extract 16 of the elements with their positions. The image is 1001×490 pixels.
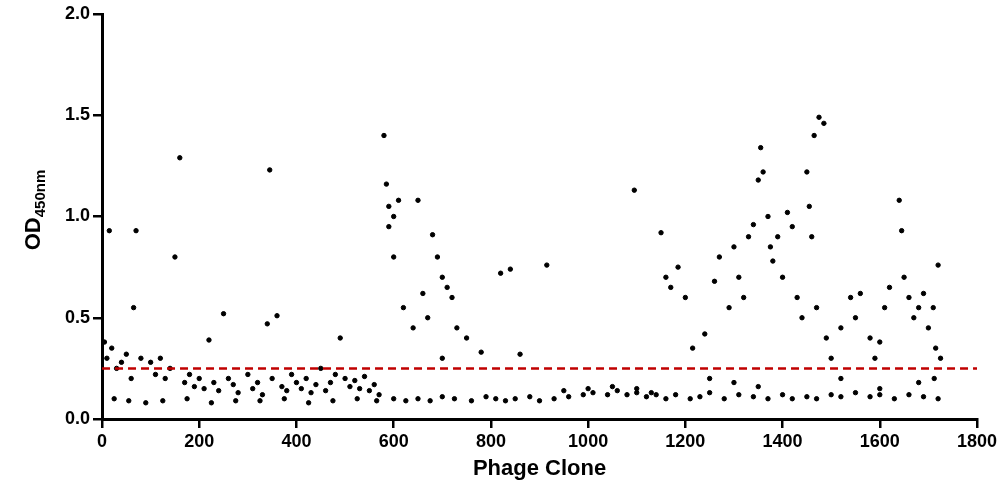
y-tick-label: 0.0 [64,407,91,428]
y-tick-label: 0.5 [64,306,91,327]
y-tick-label: 2.0 [64,2,91,23]
x-tick-label: 600 [378,430,409,451]
x-tick-label: 1800 [956,430,998,451]
y-tick-label: 1.5 [64,104,91,125]
x-tick-label: 1400 [762,430,803,451]
x-tick-label: 200 [184,430,215,451]
x-tick-label: 1200 [665,430,706,451]
x-tick-label: 400 [281,430,312,451]
x-tick-label: 800 [475,430,506,451]
x-axis-title: Phage Clone [472,454,607,480]
y-tick-label: 1.0 [64,205,91,226]
x-tick-label: 1000 [568,430,609,451]
x-tick-label: 1600 [859,430,900,451]
x-tick-label: 0 [97,430,108,451]
